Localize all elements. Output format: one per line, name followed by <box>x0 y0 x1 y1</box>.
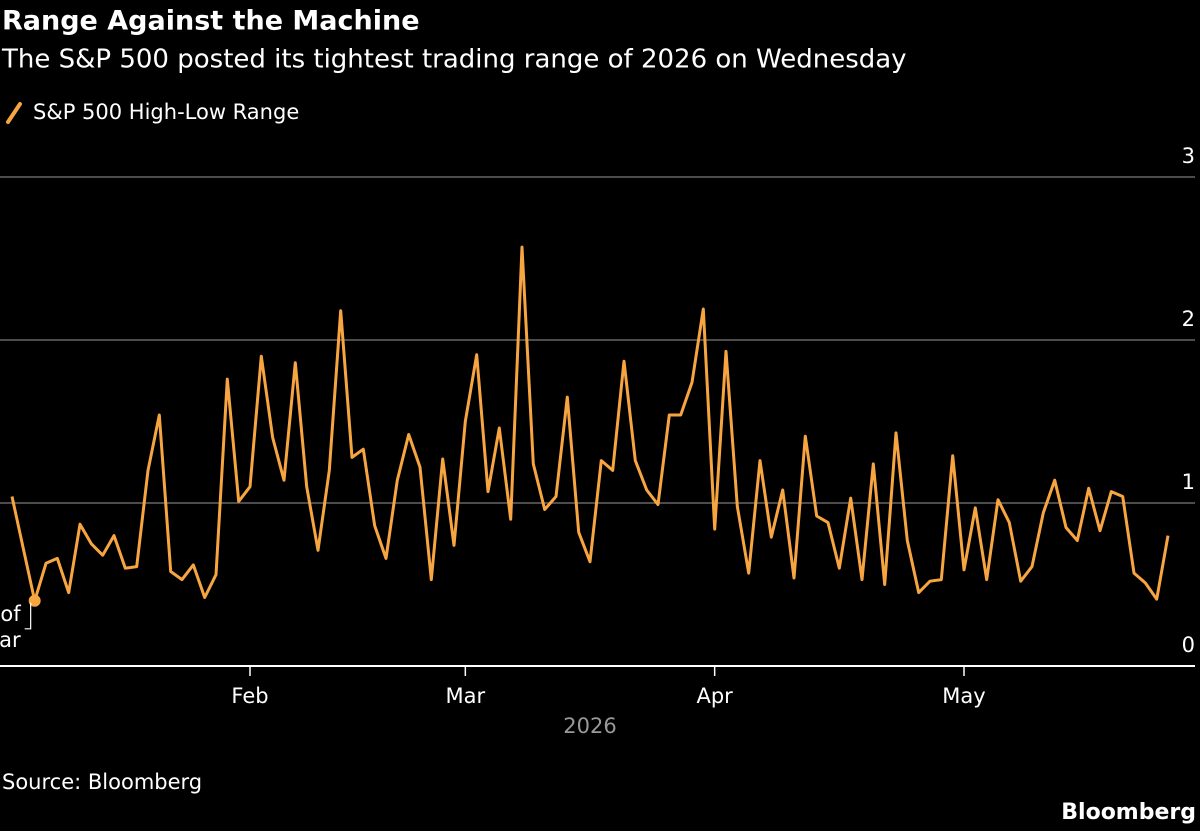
chart-subtitle: The S&P 500 posted its tightest trading … <box>1 45 907 75</box>
x-tick-label: Mar <box>446 684 486 708</box>
x-axis-label: 2026 <box>563 714 616 738</box>
source: Source: Bloomberg <box>2 770 202 794</box>
y-tick-label: 2 <box>1182 307 1195 331</box>
x-tick-label: Apr <box>696 684 733 708</box>
legend-label: S&P 500 High-Low Range <box>33 100 299 124</box>
x-tick-label: Feb <box>231 684 268 708</box>
annotation: the year <box>0 628 21 652</box>
annotation-connector <box>24 602 32 630</box>
y-tick-label: 1 <box>1182 470 1195 494</box>
x-tick-label: May <box>942 684 985 708</box>
highlight-dot <box>28 594 41 607</box>
y-tick-label: 0 <box>1182 633 1195 657</box>
brand: Bloomberg <box>1061 800 1196 825</box>
data-line <box>10 245 1170 603</box>
legend-swatch <box>6 102 22 124</box>
chart-title: Range Against the Machine <box>2 6 420 37</box>
y-tick-label: 3 <box>1182 144 1195 168</box>
annotation: Tightest range of <box>0 602 21 626</box>
